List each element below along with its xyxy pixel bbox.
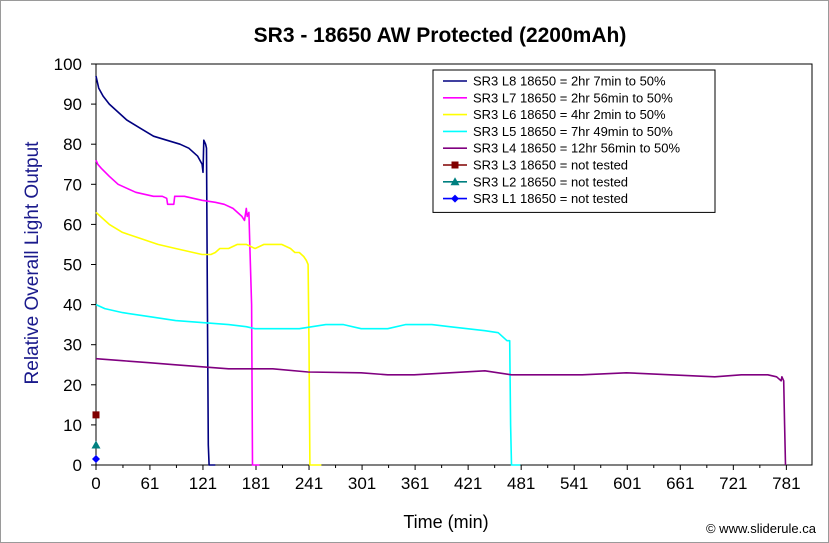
credit-text: © www.sliderule.ca [706, 521, 817, 536]
y-tick-label: 40 [63, 296, 82, 315]
x-axis-label: Time (min) [403, 512, 488, 532]
legend-label-7: SR3 L2 18650 = not tested [473, 174, 628, 189]
x-tick-label: 361 [401, 474, 429, 493]
series-line-3 [95, 211, 322, 466]
x-tick-label: 181 [242, 474, 270, 493]
x-tick-label: 721 [719, 474, 747, 493]
x-tick-label: 421 [454, 474, 482, 493]
y-tick-label: 60 [63, 215, 82, 234]
series-line-2 [95, 159, 260, 466]
x-tick-label: 601 [613, 474, 641, 493]
legend-label-8: SR3 L1 18650 = not tested [473, 191, 628, 206]
x-tick-label: 661 [666, 474, 694, 493]
x-tick-label: 481 [507, 474, 535, 493]
data-point-6 [92, 411, 100, 419]
x-tick-label: 241 [295, 474, 323, 493]
x-tick-label: 301 [348, 474, 376, 493]
series-line-5 [95, 357, 787, 466]
y-tick-label: 30 [63, 336, 82, 355]
legend-label-4: SR3 L5 18650 = 7hr 49min to 50% [473, 124, 673, 139]
legend: SR3 L8 18650 = 2hr 7min to 50%SR3 L7 186… [432, 69, 716, 213]
data-point-7 [91, 440, 101, 449]
legend-label-2: SR3 L7 18650 = 2hr 56min to 50% [473, 90, 673, 105]
y-tick-label: 0 [73, 456, 82, 475]
x-tick-label: 121 [189, 474, 217, 493]
legend-label-5: SR3 L4 18650 = 12hr 56min to 50% [473, 141, 681, 156]
y-tick-label: 20 [63, 376, 82, 395]
chart-title: SR3 - 18650 AW Protected (2200mAh) [254, 24, 627, 47]
series-line-4 [95, 303, 521, 466]
legend-label-3: SR3 L6 18650 = 4hr 2min to 50% [473, 107, 666, 122]
x-tick-label: 0 [91, 474, 100, 493]
legend-box [432, 69, 716, 213]
y-tick-label: 100 [54, 55, 82, 74]
y-axis-label: Relative Overall Light Output [22, 141, 43, 385]
series-line-1 [95, 75, 216, 466]
legend-marker-7 [450, 177, 460, 186]
y-tick-label: 80 [63, 135, 82, 154]
x-tick-label: 781 [772, 474, 800, 493]
y-tick-label: 70 [63, 175, 82, 194]
x-tick-label: 61 [140, 474, 159, 493]
data-point-8 [92, 454, 100, 463]
y-tick-label: 10 [63, 416, 82, 435]
legend-label-6: SR3 L3 18650 = not tested [473, 158, 628, 173]
y-tick-label: 90 [63, 95, 82, 114]
x-tick-label: 541 [560, 474, 588, 493]
legend-label-1: SR3 L8 18650 = 2hr 7min to 50% [473, 74, 666, 89]
legend-marker-6 [451, 161, 459, 169]
y-tick-label: 50 [63, 256, 82, 275]
legend-marker-8 [451, 194, 459, 203]
